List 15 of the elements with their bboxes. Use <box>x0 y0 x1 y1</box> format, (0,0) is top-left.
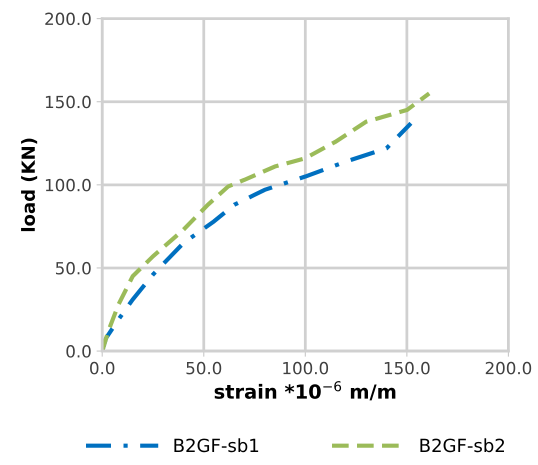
line-series <box>102 91 432 352</box>
y-tick-label: 50.0 <box>56 262 91 275</box>
y-tick-label: 200.0 <box>45 12 91 26</box>
y-axis-title: load (KN) <box>21 138 38 232</box>
x-tick-label: 0.0 <box>90 362 114 374</box>
x-tick-label: 200.0 <box>486 362 532 374</box>
legend-label: B2GF-sb2 <box>420 438 504 452</box>
x-tick-label: 50.0 <box>186 362 222 374</box>
y-tick-label: 150.0 <box>46 96 91 108</box>
x-tick-label: 100.0 <box>283 362 328 374</box>
x-tick-label: 150.0 <box>384 362 430 374</box>
y-tick-label: 0.0 <box>66 345 91 358</box>
legend-label: B2GF-sb1 <box>174 438 258 452</box>
y-tick-label: 100.0 <box>46 178 91 192</box>
x-axis-title: strain *10$^{−6}$ m/m <box>214 381 396 400</box>
